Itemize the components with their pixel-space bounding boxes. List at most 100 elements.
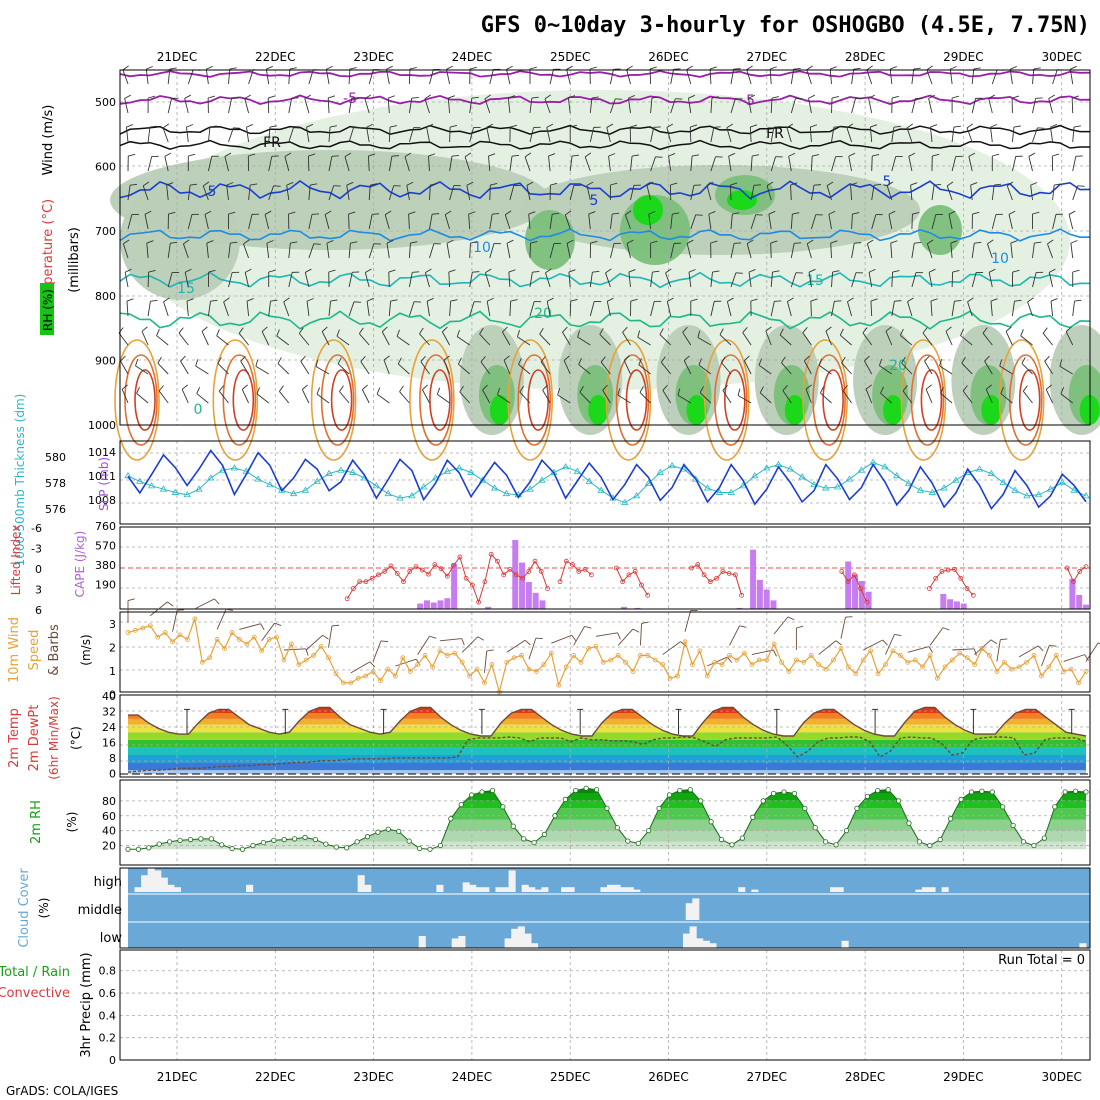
wind-barb-flag [164, 152, 172, 157]
wind-barb [267, 97, 270, 114]
li-point [632, 569, 638, 574]
wind-barb [1052, 214, 1057, 230]
wind-barb-flag [480, 356, 486, 363]
precip-tick: 0 [109, 1054, 116, 1067]
rh-point [718, 836, 725, 843]
wind-barb-flag [169, 67, 177, 70]
li-point [413, 564, 419, 570]
wind-barb-flag [770, 66, 777, 70]
wind-barb [376, 393, 390, 404]
wind-barb [381, 331, 390, 346]
wind-barb-flag [577, 330, 581, 338]
wind-barb [770, 156, 777, 172]
cape-bar [763, 589, 770, 609]
wind-barb [699, 392, 712, 404]
wind-barb [207, 127, 211, 143]
wind-barb [248, 69, 254, 85]
contour-label: 5 [208, 184, 217, 200]
rh-tick: 60 [102, 810, 116, 823]
temp-band [128, 732, 1086, 740]
wind-barb [408, 272, 413, 288]
wind-barb [566, 243, 571, 259]
warm-contour [517, 354, 552, 446]
wind-barb-flag [886, 181, 894, 187]
wind-barb-flag [892, 270, 900, 273]
wind-barb-flag [530, 240, 538, 244]
wind-barb-flag [848, 152, 856, 157]
wind-barb [710, 98, 713, 114]
wind-barb [484, 650, 488, 673]
wind-barb [1042, 333, 1053, 346]
wind-barb [866, 243, 873, 259]
wind-barb [268, 185, 275, 201]
wind-barb [907, 646, 930, 653]
rh-point [1083, 789, 1089, 795]
wind-barb [147, 156, 153, 172]
cape-bar [430, 602, 437, 609]
date-label-top: 21DEC [157, 50, 197, 64]
wind-barb-flag [124, 268, 132, 273]
li-point [582, 566, 588, 572]
wind-barb-flag [566, 65, 573, 70]
li-line [615, 567, 649, 596]
wind-barb-flag [579, 385, 584, 393]
wind-barb-flag [641, 621, 649, 624]
thickness-point [136, 477, 144, 484]
wind-barb [871, 214, 877, 230]
wind-barb-flag [831, 95, 839, 99]
wind-barb [885, 331, 893, 346]
cloud-bar-high [836, 887, 844, 892]
wind-barb-flag [779, 328, 784, 336]
wind-barb-flag [380, 640, 388, 643]
wind-barb-flag [306, 123, 314, 128]
wind-barb [925, 389, 933, 404]
wind-speed-point [600, 659, 606, 665]
wind-barb-flag [719, 328, 724, 335]
wind-barb [929, 127, 933, 143]
wind-barb-flag [208, 95, 215, 99]
wind-barb-flag [391, 155, 399, 157]
wind-barb-flag [328, 95, 336, 99]
wind-barb-flag [622, 326, 628, 333]
wind-speed-point [1001, 659, 1007, 665]
wind-barb-flag [230, 241, 238, 244]
thickness-point [940, 484, 948, 491]
wind-barb [1006, 185, 1013, 201]
wind-barb-flag [668, 152, 676, 157]
thickness-point [798, 473, 806, 480]
rh-point [219, 842, 225, 848]
cloud-bar-low [511, 928, 519, 948]
thickness-tick: 578 [45, 477, 66, 490]
li-axis-label: Lifted Index [9, 525, 23, 596]
wind-barb-flag [329, 125, 338, 128]
wind-barb [666, 127, 672, 143]
wind-barb [810, 155, 813, 172]
wind-barb [870, 300, 873, 317]
rh-point [833, 842, 839, 848]
thickness-point [987, 469, 996, 476]
wind-barb [871, 185, 875, 201]
li-point [344, 596, 350, 602]
rh-point [812, 825, 818, 831]
wind-barb [1011, 301, 1015, 317]
wind-speed-point [942, 664, 948, 670]
wind-barb [820, 392, 832, 404]
wind-barb [782, 390, 792, 404]
li-point [620, 579, 626, 585]
contour-label: 5 [883, 174, 892, 190]
wind-speed-point [378, 678, 383, 683]
wind-barb [506, 243, 511, 259]
wind-barb-flag [426, 123, 434, 128]
wind-barb-flag [420, 356, 426, 363]
wind-barb-flag [1073, 125, 1081, 128]
wind-barb-flag [667, 297, 674, 302]
wind-speed-point [318, 643, 324, 649]
rh-point [448, 816, 454, 822]
wind-barb [808, 272, 812, 288]
wind-barb-flag [448, 95, 456, 99]
wind-barb-flag [204, 210, 212, 215]
wind-barb-flag [612, 212, 620, 215]
slp-frame [119, 440, 1091, 525]
wind-barb-flag [742, 326, 748, 333]
